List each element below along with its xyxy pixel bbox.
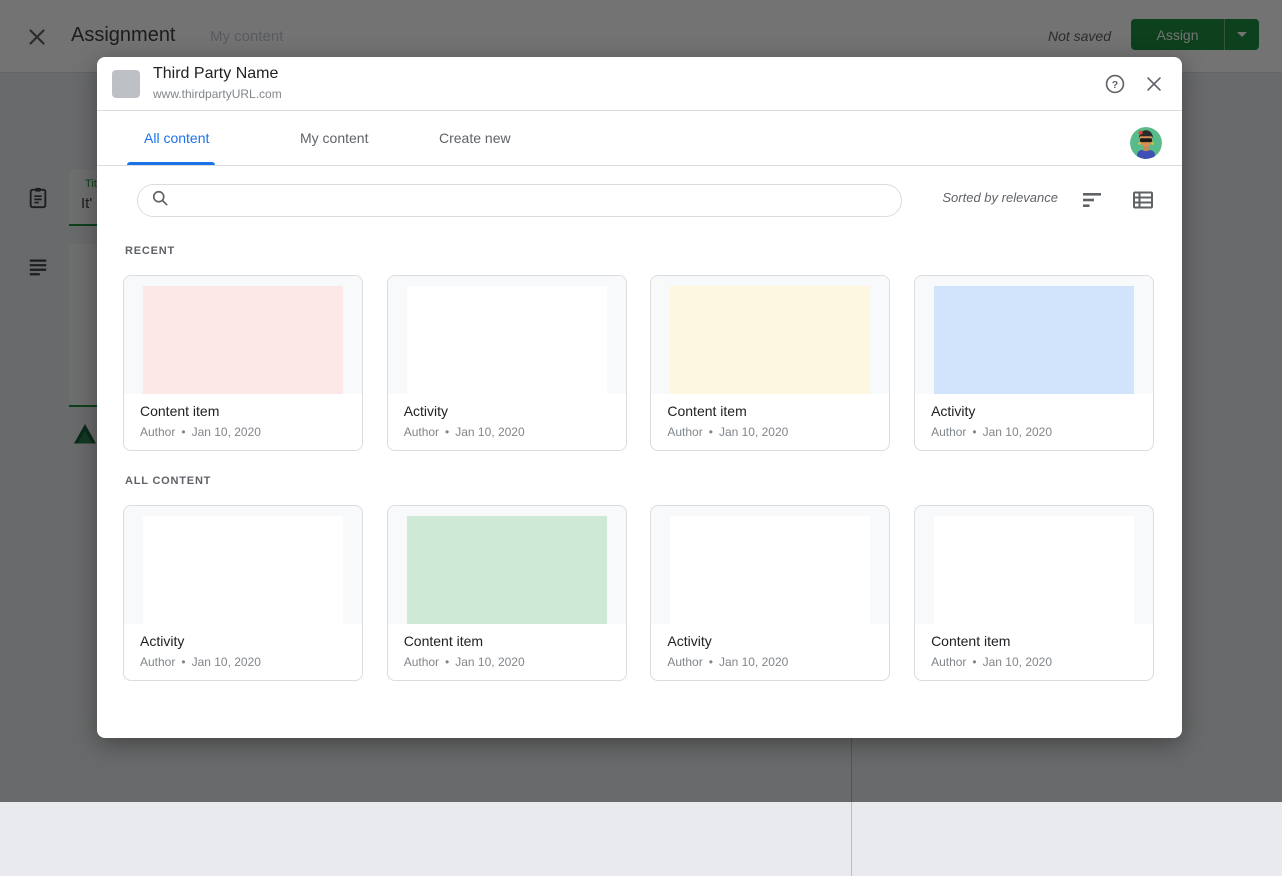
tab-all-content[interactable]: All content: [144, 130, 209, 146]
sorted-by-label: Sorted by relevance: [942, 190, 1058, 205]
card-title: Content item: [667, 403, 873, 419]
thumbnail-preview: [407, 516, 607, 624]
thumbnail-preview: [407, 286, 607, 394]
card-thumbnail: [124, 276, 362, 394]
card-title: Content item: [404, 633, 610, 649]
card-title: Content item: [931, 633, 1137, 649]
active-tab-underline: [127, 162, 215, 165]
help-icon[interactable]: ?: [1104, 73, 1126, 95]
content-card[interactable]: Activity Author•Jan 10, 2020: [123, 505, 363, 681]
card-thumbnail: [388, 276, 626, 394]
card-meta: Author•Jan 10, 2020: [140, 425, 346, 439]
thumbnail-preview: [934, 516, 1134, 624]
card-title: Activity: [140, 633, 346, 649]
card-title: Content item: [140, 403, 346, 419]
card-meta: Author•Jan 10, 2020: [404, 655, 610, 669]
all-content-cards-row: Activity Author•Jan 10, 2020 Content ite…: [123, 505, 1154, 681]
card-title: Activity: [667, 633, 873, 649]
section-heading-recent: RECENT: [125, 245, 175, 257]
close-dialog-icon[interactable]: [1143, 73, 1165, 95]
avatar[interactable]: [1130, 127, 1162, 159]
thumbnail-preview: [670, 286, 870, 394]
content-card[interactable]: Content item Author•Jan 10, 2020: [123, 275, 363, 451]
tab-bar: All content My content Create new: [97, 111, 1182, 166]
thumbnail-preview: [143, 286, 343, 394]
content-card[interactable]: Activity Author•Jan 10, 2020: [387, 275, 627, 451]
search-input[interactable]: [178, 185, 901, 216]
card-meta: Author•Jan 10, 2020: [931, 425, 1137, 439]
search-icon: [150, 188, 170, 213]
thumbnail-preview: [934, 286, 1134, 394]
card-meta: Author•Jan 10, 2020: [667, 655, 873, 669]
content-card[interactable]: Content item Author•Jan 10, 2020: [650, 275, 890, 451]
dialog-header: Third Party Name www.thirdpartyURL.com ?: [97, 57, 1182, 111]
card-title: Activity: [404, 403, 610, 419]
svg-text:?: ?: [1112, 79, 1118, 91]
content-card[interactable]: Content item Author•Jan 10, 2020: [914, 505, 1154, 681]
section-heading-all-content: ALL CONTENT: [125, 475, 211, 487]
thumbnail-preview: [670, 516, 870, 624]
card-meta: Author•Jan 10, 2020: [667, 425, 873, 439]
card-thumbnail: [651, 506, 889, 624]
card-thumbnail: [388, 506, 626, 624]
content-card[interactable]: Activity Author•Jan 10, 2020: [650, 505, 890, 681]
card-meta: Author•Jan 10, 2020: [404, 425, 610, 439]
thumbnail-preview: [143, 516, 343, 624]
third-party-url: www.thirdpartyURL.com: [153, 87, 282, 101]
third-party-name: Third Party Name: [153, 65, 278, 83]
card-thumbnail: [915, 506, 1153, 624]
tab-my-content[interactable]: My content: [300, 130, 368, 146]
card-thumbnail: [915, 276, 1153, 394]
tab-create-new[interactable]: Create new: [439, 130, 511, 146]
card-meta: Author•Jan 10, 2020: [931, 655, 1137, 669]
card-thumbnail: [124, 506, 362, 624]
sort-icon[interactable]: [1083, 193, 1103, 213]
content-card[interactable]: Content item Author•Jan 10, 2020: [387, 505, 627, 681]
card-title: Activity: [931, 403, 1137, 419]
card-thumbnail: [651, 276, 889, 394]
recent-cards-row: Content item Author•Jan 10, 2020 Activit…: [123, 275, 1154, 451]
third-party-picker-dialog: Third Party Name www.thirdpartyURL.com ?…: [97, 57, 1182, 738]
card-meta: Author•Jan 10, 2020: [140, 655, 346, 669]
third-party-logo: [112, 70, 140, 98]
list-view-icon[interactable]: [1133, 191, 1153, 214]
search-bar[interactable]: [137, 184, 902, 217]
content-card[interactable]: Activity Author•Jan 10, 2020: [914, 275, 1154, 451]
